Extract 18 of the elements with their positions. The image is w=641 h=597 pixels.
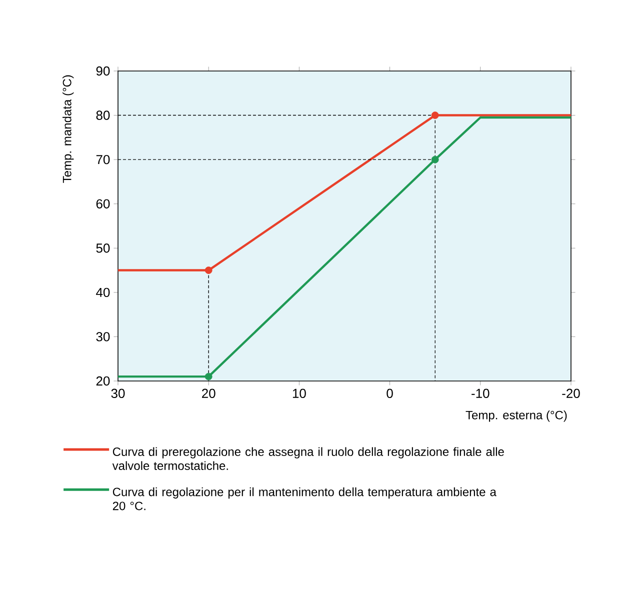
y-tick-label: 60 <box>96 199 110 208</box>
x-tick-label: 0 <box>386 388 393 398</box>
x-tick-label: -10 <box>472 388 490 398</box>
y-tick-label: 50 <box>96 244 110 253</box>
y-tick-label: 90 <box>96 66 110 76</box>
x-tick-label: -20 <box>562 388 580 398</box>
x-axis-title: Temp. esterna (°C) <box>466 410 567 422</box>
y-tick-label: 70 <box>96 154 110 164</box>
y-tick-label: 40 <box>96 288 110 298</box>
legend-label: Curva di preregolazione che assegna il ruolo della regolazione finale alle valvole termostatiche. <box>112 447 504 470</box>
y-tick-label: 20 <box>96 376 110 386</box>
y-tick-label: 80 <box>96 110 110 120</box>
x-tick-label: 30 <box>111 388 125 398</box>
y-axis-title: Temp. mandata (°C) <box>62 75 74 183</box>
x-tick-label: 20 <box>202 388 216 398</box>
legend-label: Curva di regolazione per il mantenimento della temperatura ambiente a 20 °C. <box>112 487 496 510</box>
y-tick-label: 30 <box>96 332 110 342</box>
x-tick-label: 10 <box>292 388 306 398</box>
